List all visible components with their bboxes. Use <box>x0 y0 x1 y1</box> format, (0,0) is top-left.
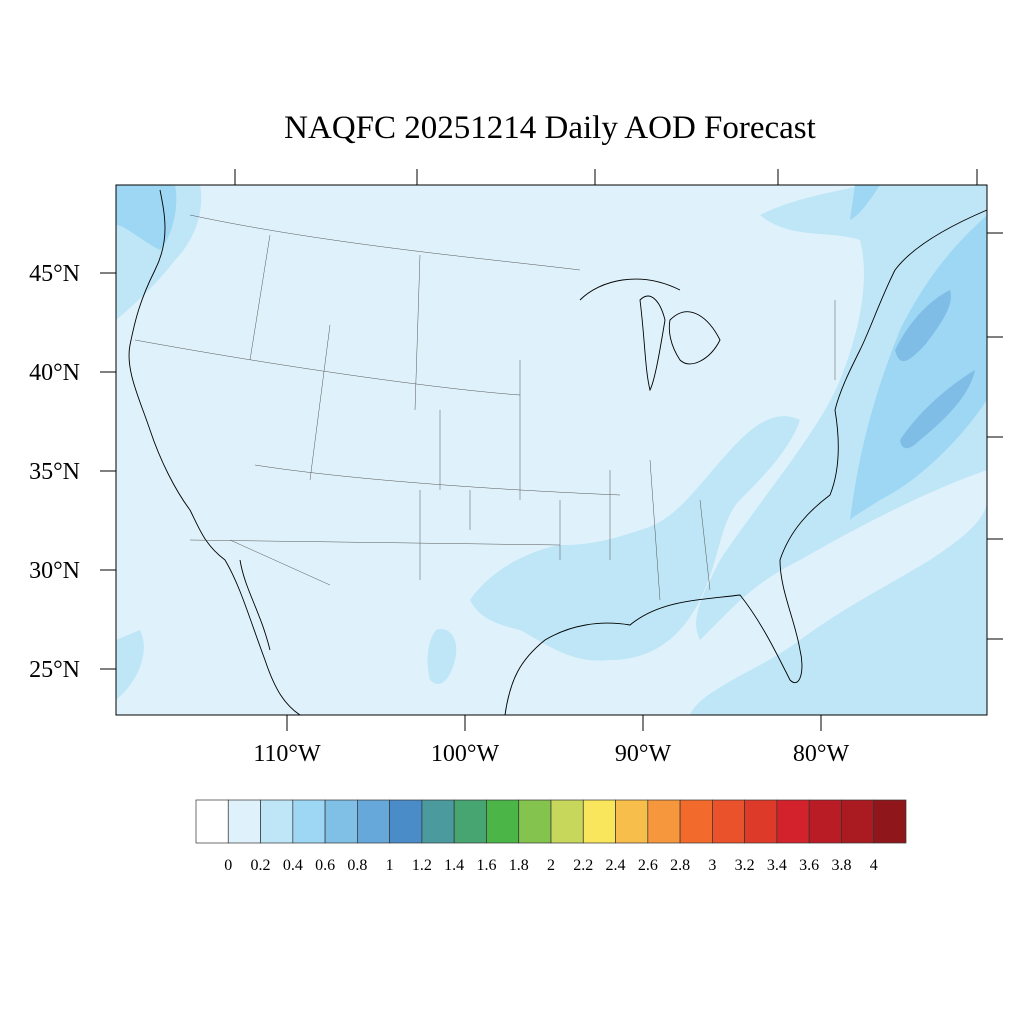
colorbar-swatch <box>453 799 487 844</box>
lat-label: 30°N <box>29 558 80 584</box>
longitude-labels: 110°W 100°W 90°W 80°W <box>253 741 849 767</box>
lat-label: 35°N <box>29 459 80 485</box>
map-panel: 45°N 40°N 35°N 30°N 25°N 110°W 100°W 90°… <box>29 169 1003 767</box>
colorbar-swatch <box>550 799 584 844</box>
colorbar-swatch <box>776 799 810 844</box>
colorbar-label: 2 <box>547 857 555 874</box>
lon-label: 90°W <box>615 741 672 767</box>
colorbar-label: 0.6 <box>315 857 335 874</box>
colorbar-label: 2.8 <box>670 857 690 874</box>
colorbar-label: 2.4 <box>606 857 626 874</box>
map-title: NAQFC 20251214 Daily AOD Forecast <box>284 110 816 146</box>
colorbar-swatch <box>744 799 778 844</box>
colorbar-swatch <box>421 799 455 844</box>
colorbar: 0 0.2 0.4 0.6 0.8 1 1.2 1.4 1.6 1.8 2 2.2 2.4 2.6 2.8 3… <box>195 799 907 874</box>
colorbar-label: 3.8 <box>831 857 851 874</box>
colorbar-swatch <box>647 799 681 844</box>
colorbar-label: 1.8 <box>509 857 529 874</box>
colorbar-swatch <box>615 799 649 844</box>
colorbar-label: 1.4 <box>444 857 464 874</box>
colorbar-label: 3.4 <box>767 857 787 874</box>
colorbar-swatch <box>324 799 358 844</box>
colorbar-swatch <box>195 799 229 844</box>
map-frame <box>115 184 988 716</box>
colorbar-swatch <box>873 799 907 844</box>
colorbar-swatch <box>518 799 552 844</box>
lat-label: 40°N <box>29 360 80 386</box>
state-borders <box>134 214 836 601</box>
colorbar-label: 3.2 <box>735 857 755 874</box>
colorbar-label: 0 <box>224 857 232 874</box>
colorbar-label: 2.6 <box>638 857 658 874</box>
lat-label: 45°N <box>29 261 80 287</box>
colorbar-swatch <box>808 799 842 844</box>
aod-contour-0.6 <box>895 290 975 449</box>
colorbar-swatch <box>486 799 520 844</box>
colorbar-swatch <box>227 799 261 844</box>
lon-label: 80°W <box>793 741 850 767</box>
colorbar-label: 1.2 <box>412 857 432 874</box>
colorbar-label: 4 <box>870 857 878 874</box>
colorbar-label: 0.4 <box>283 857 303 874</box>
lon-label: 110°W <box>253 741 321 767</box>
colorbar-swatch <box>841 799 875 844</box>
aod-contour-0.4 <box>116 185 987 520</box>
colorbar-label: 1 <box>386 857 394 874</box>
colorbar-swatch <box>292 799 326 844</box>
colorbar-swatch <box>357 799 390 844</box>
colorbar-label: 0.8 <box>347 857 367 874</box>
colorbar-label: 2.2 <box>573 857 593 874</box>
axis-ticks <box>100 169 1003 731</box>
colorbar-swatch <box>712 799 745 844</box>
colorbar-label: 1.6 <box>476 857 496 874</box>
latitude-labels: 45°N 40°N 35°N 30°N 25°N <box>29 261 80 683</box>
lat-label: 25°N <box>29 657 80 683</box>
coastlines <box>128 189 988 716</box>
colorbar-swatch <box>679 799 713 844</box>
colorbar-label: 3.6 <box>799 857 819 874</box>
lon-label: 100°W <box>431 741 500 767</box>
colorbar-swatch <box>389 799 423 844</box>
colorbar-label: 3 <box>708 857 716 874</box>
colorbar-swatch <box>582 799 616 844</box>
colorbar-swatch <box>260 799 294 844</box>
colorbar-label: 0.2 <box>251 857 271 874</box>
